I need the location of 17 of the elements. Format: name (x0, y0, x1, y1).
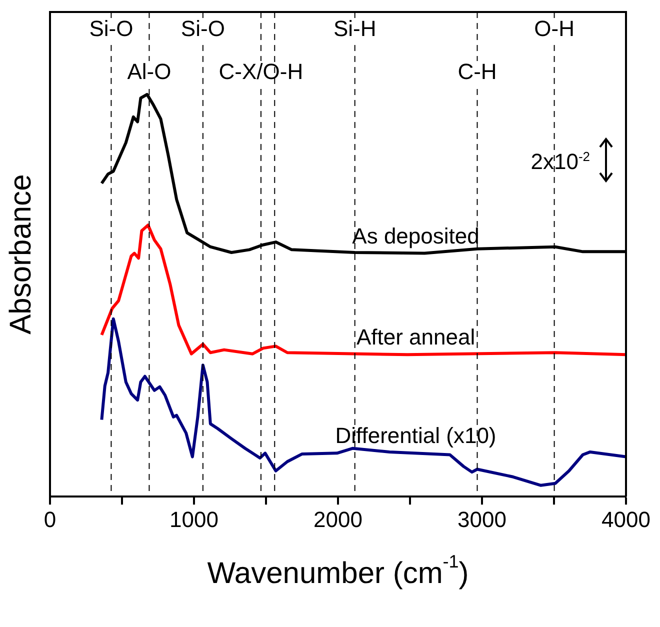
x-tick-label: 2000 (314, 506, 362, 532)
x-tick-label: 3000 (458, 506, 506, 532)
ref-line-label: O-H (534, 16, 574, 42)
ref-line-label: Si-O (89, 16, 134, 42)
series-label: After anneal (356, 324, 476, 350)
ref-line-label: Si-H (333, 16, 376, 42)
ref-line-label: C-X/O-H (218, 59, 304, 84)
ref-line-label: C-H (458, 59, 497, 84)
x-tick-label: 4000 (602, 506, 650, 532)
ref-line-label: Si-O (180, 16, 225, 42)
y-axis-title: Absorbance (4, 174, 38, 334)
series-label: As deposited (352, 223, 480, 248)
x-tick-label: 1000 (170, 506, 218, 532)
annotation: 2x10$^{-2}$ (530, 148, 590, 176)
ref-line-label: Al-O (127, 59, 172, 84)
series-label: Differential (x10) (335, 423, 496, 448)
x-tick-label: 0 (44, 506, 56, 532)
